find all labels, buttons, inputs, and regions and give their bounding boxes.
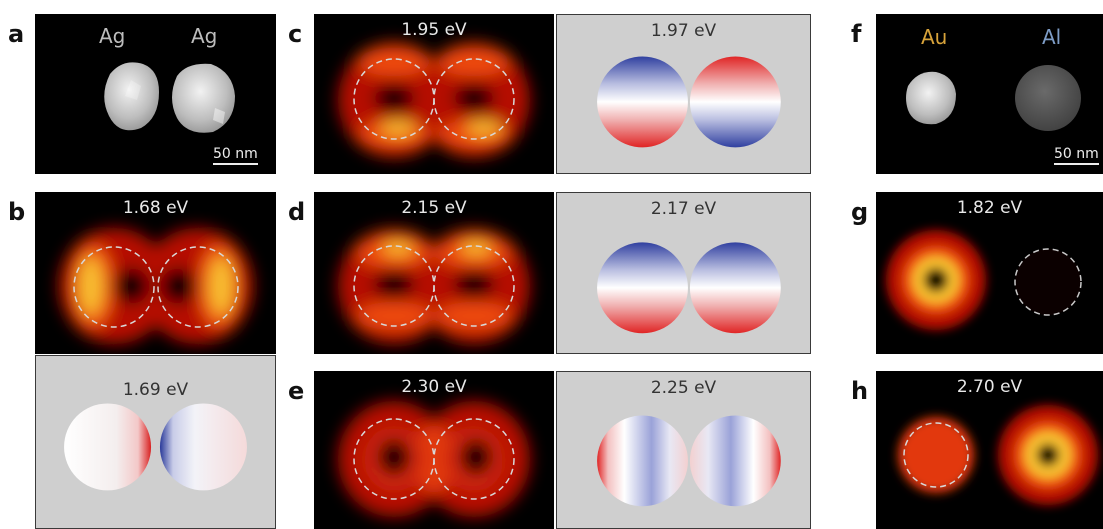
panel-e-energy: 2.30 eV xyxy=(401,377,467,397)
au-label: Au xyxy=(921,25,948,49)
panel-b-sim-energy: 1.69 eV xyxy=(122,380,189,400)
panel-e-sim-energy: 2.25 eV xyxy=(650,378,717,398)
panel-label-h: h xyxy=(851,377,869,405)
panel-b-energy: 1.68 eV xyxy=(122,198,189,218)
panel-h-eels-map: 2.70 eV xyxy=(876,371,1103,529)
ag-left-label: Ag xyxy=(99,24,126,48)
panel-label-e: e xyxy=(288,377,305,405)
panel-label-c: c xyxy=(288,20,303,48)
panel-b-eels-map: 1.68 eV xyxy=(35,192,276,354)
al-label: Al xyxy=(1042,25,1062,49)
scale-bar-a: 50 nm xyxy=(213,146,258,165)
panel-a-micrograph: Ag Ag 50 nm xyxy=(35,14,276,174)
panel-d-sim-energy: 2.17 eV xyxy=(650,199,717,219)
panel-f-micrograph: Au Al 50 nm xyxy=(876,14,1103,174)
panel-d-eels-map: 2.15 eV xyxy=(314,192,554,354)
panel-d-simulation: 2.17 eV xyxy=(556,192,811,354)
panel-g-energy: 1.82 eV xyxy=(956,198,1023,218)
panel-b-simulation: 1.69 eV xyxy=(35,355,276,529)
ag-dimer-image xyxy=(104,62,235,133)
ag-right-label: Ag xyxy=(191,24,218,48)
panel-e-eels-map: 2.30 eV xyxy=(314,371,554,529)
panel-c-sim-energy: 1.97 eV xyxy=(650,21,717,41)
panel-c-simulation: 1.97 eV xyxy=(556,14,811,174)
scale-bar-a-label: 50 nm xyxy=(213,146,258,162)
panel-label-f: f xyxy=(851,20,862,48)
panel-e-simulation: 2.25 eV xyxy=(556,371,811,529)
panel-h-energy: 2.70 eV xyxy=(956,377,1023,397)
panel-label-b: b xyxy=(8,198,26,226)
panel-c-energy: 1.95 eV xyxy=(401,20,467,40)
scale-bar-f-label: 50 nm xyxy=(1054,146,1099,162)
panel-label-a: a xyxy=(8,20,25,48)
panel-label-g: g xyxy=(851,198,869,226)
scale-bar-f: 50 nm xyxy=(1054,146,1099,165)
panel-g-eels-map: 1.82 eV xyxy=(876,192,1103,354)
panel-d-energy: 2.15 eV xyxy=(401,198,467,218)
panel-label-d: d xyxy=(288,198,306,226)
panel-c-eels-map: 1.95 eV xyxy=(314,14,554,174)
